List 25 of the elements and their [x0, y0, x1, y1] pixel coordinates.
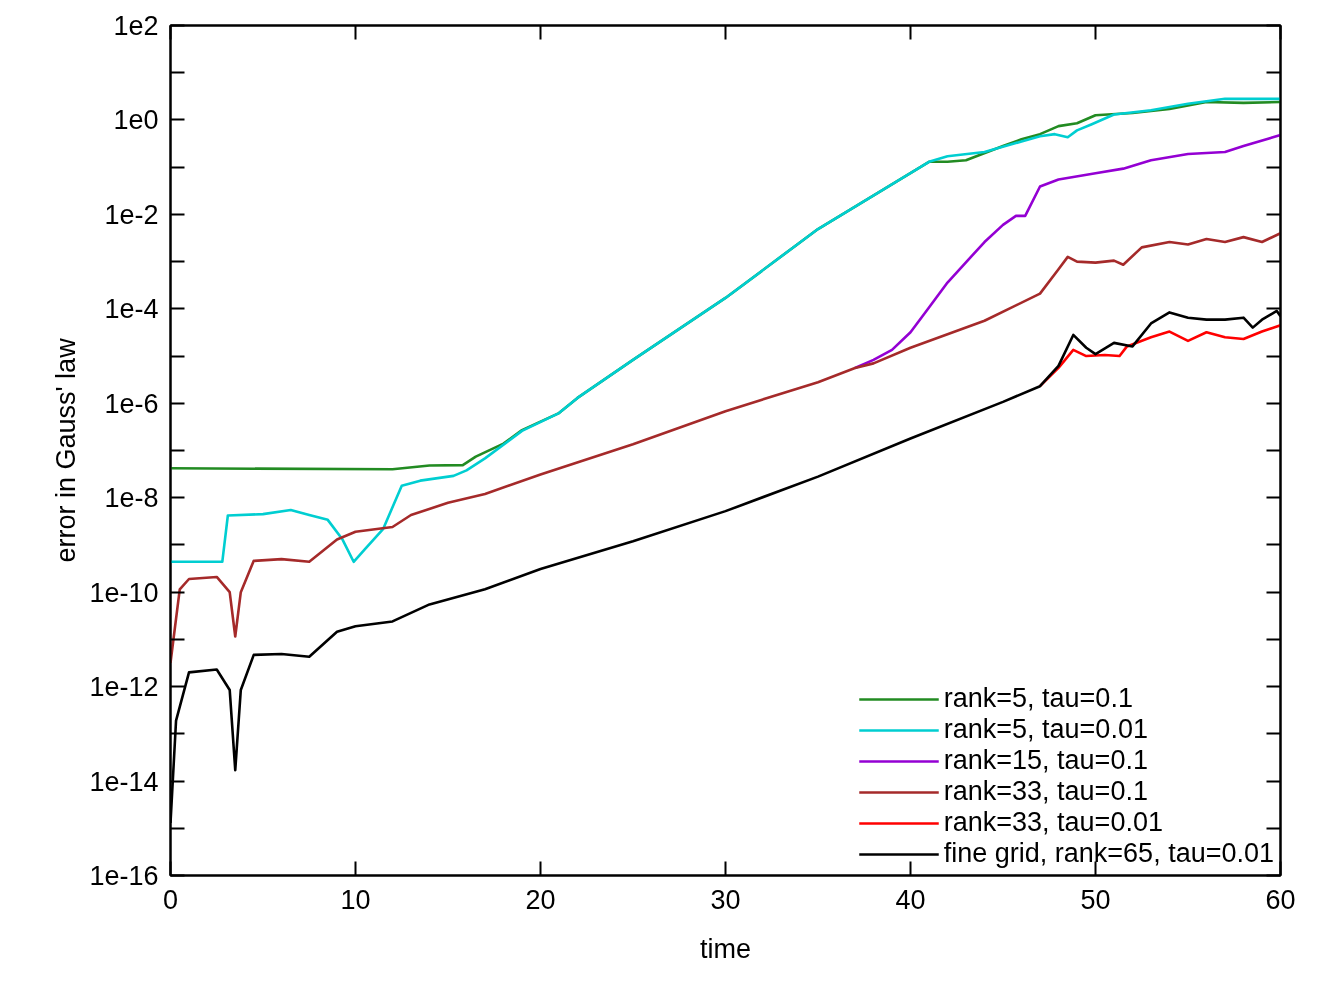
legend-label: fine grid, rank=65, tau=0.01	[943, 838, 1274, 869]
x-tick-label: 20	[525, 884, 556, 915]
y-tick-label: 1e-16	[89, 861, 159, 891]
y-tick-label: 1e-2	[104, 199, 159, 230]
y-tick-label: 1e-6	[104, 388, 159, 419]
legend-label: rank=5, tau=0.1	[943, 683, 1133, 714]
x-tick-label: 60	[1265, 884, 1296, 915]
legend-label: rank=5, tau=0.01	[943, 714, 1148, 745]
y-tick-label: 1e-14	[89, 766, 159, 797]
y-tick-label: 1e-12	[89, 672, 159, 703]
x-tick-label: 10	[340, 884, 371, 915]
y-tick-label: 1e2	[113, 11, 159, 41]
x-tick-label: 50	[1080, 884, 1111, 915]
y-tick-label: 1e-4	[104, 294, 159, 325]
x-tick-label: 30	[710, 884, 741, 915]
x-tick-label: 40	[895, 884, 926, 915]
legend-label: rank=33, tau=0.01	[943, 807, 1163, 838]
legend-label: rank=15, tau=0.1	[943, 745, 1148, 776]
legend-label: rank=33, tau=0.1	[943, 776, 1148, 807]
x-axis-title: time	[700, 933, 752, 964]
y-tick-label: 1e-8	[104, 483, 159, 514]
y-axis-title: error in Gauss' law	[51, 337, 82, 563]
x-tick-label: 0	[162, 884, 179, 915]
y-tick-label: 1e-10	[89, 577, 159, 608]
y-tick-label: 1e0	[113, 105, 159, 136]
